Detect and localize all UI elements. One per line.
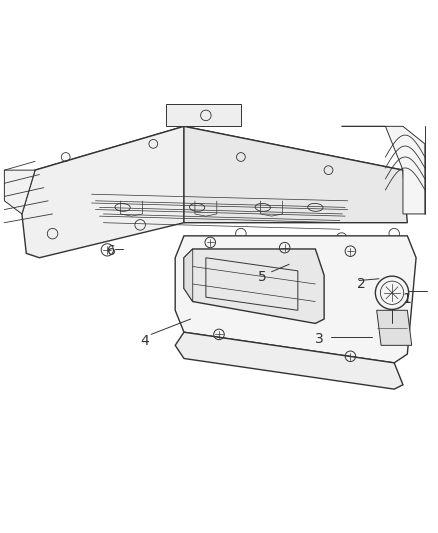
Polygon shape <box>4 170 35 214</box>
Text: 4: 4 <box>140 334 149 348</box>
Polygon shape <box>166 104 241 126</box>
Polygon shape <box>22 126 184 258</box>
Polygon shape <box>175 332 403 389</box>
Text: 5: 5 <box>258 270 267 285</box>
Text: 3: 3 <box>315 332 324 346</box>
Polygon shape <box>377 310 412 345</box>
Polygon shape <box>22 126 403 214</box>
Text: 6: 6 <box>107 244 116 258</box>
Polygon shape <box>184 249 193 302</box>
Text: 2: 2 <box>357 277 366 291</box>
Text: 1: 1 <box>403 292 412 306</box>
Polygon shape <box>184 126 407 223</box>
Polygon shape <box>184 249 324 324</box>
Polygon shape <box>342 126 425 214</box>
Polygon shape <box>175 236 416 363</box>
